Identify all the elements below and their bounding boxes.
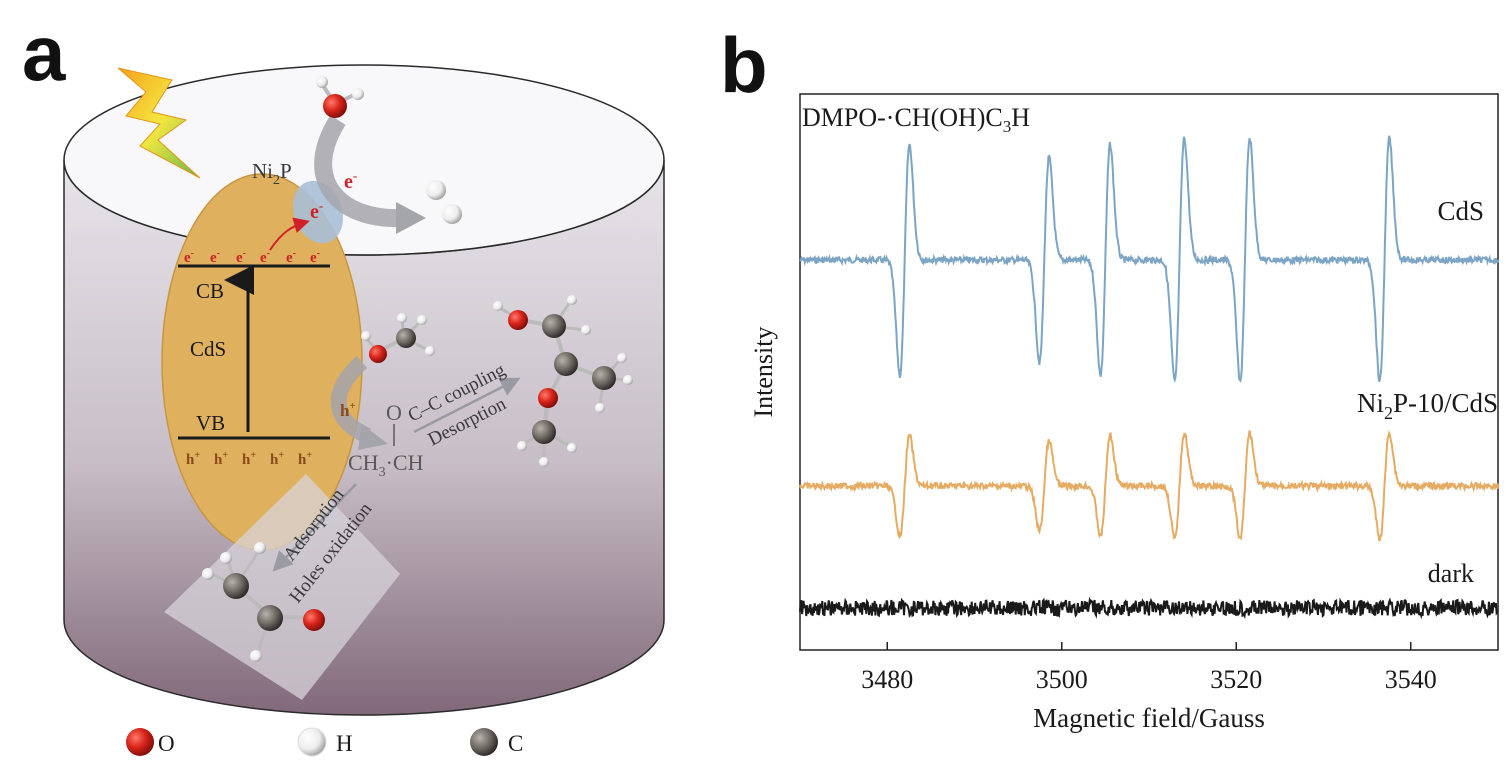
panel-a-letter: a <box>22 9 66 97</box>
x-tick-label: 3520 <box>1210 665 1262 694</box>
vb-holes: h+ h+ h+ h+ h+ <box>186 450 312 468</box>
vb-label: VB <box>196 411 225 435</box>
svg-text:e-: e- <box>210 248 220 266</box>
cb-electrons: e- e- e- e- e- e- <box>184 248 320 266</box>
water-molecule <box>316 76 364 118</box>
series-label-ni2p-cds: Ni2P-10/CdS <box>1357 388 1498 423</box>
electron-transfer-label: e- <box>344 168 357 193</box>
x-tick-label: 3480 <box>861 665 913 694</box>
svg-text:e-: e- <box>236 248 246 266</box>
series-label-dark: dark <box>1428 559 1474 588</box>
cb-to-ni2p-arrow <box>269 217 310 251</box>
svg-text:e-: e- <box>184 248 194 266</box>
svg-text:CH3·CH: CH3·CH <box>348 450 424 480</box>
x-tick-label: 3540 <box>1385 665 1437 694</box>
series-line-cds <box>799 135 1499 384</box>
plot-frame <box>799 93 1499 651</box>
svg-text:e-: e- <box>260 248 270 266</box>
cds-label: CdS <box>190 337 226 361</box>
legend-swatch-hydrogen <box>297 727 327 757</box>
panel-a: a Ni2P e- e- e- e- e- e- e- e- CB CdS <box>0 0 700 772</box>
x-axis-label: Magnetic field/Gauss <box>1033 703 1265 733</box>
panel-b: b DMPO-·CH(OH)C3H CdS Ni2P-10/CdS dark I… <box>700 0 1512 772</box>
hole-label: h+ <box>340 400 356 420</box>
h2-evolution-arrow <box>314 115 401 228</box>
svg-text:h+: h+ <box>242 450 256 468</box>
legend-swatch-carbon <box>470 728 498 756</box>
series-layer <box>799 135 1499 620</box>
atom-legend: O H C <box>126 727 523 757</box>
adsorption-surface <box>164 474 400 700</box>
svg-text:h+: h+ <box>298 450 312 468</box>
panel-a-svg: a Ni2P e- e- e- e- e- e- e- e- CB CdS <box>22 9 665 757</box>
spin-adduct-annotation: DMPO-·CH(OH)C3H <box>802 103 1030 136</box>
product-molecule <box>493 295 633 467</box>
cb-label: CB <box>196 279 224 303</box>
ni2p-label: Ni2P <box>252 159 292 188</box>
series-line-dark <box>799 596 1499 620</box>
ni2p-electron-label: e- <box>310 198 323 223</box>
radical-intermediate: O CH3·CH <box>348 400 424 480</box>
svg-text:e-: e- <box>310 248 320 266</box>
ethanol-molecule <box>361 313 435 363</box>
epr-chart: b DMPO-·CH(OH)C3H CdS Ni2P-10/CdS dark I… <box>720 21 1499 733</box>
x-tick-label: 3500 <box>1036 665 1088 694</box>
x-axis-ticks: 3480 3500 3520 3540 <box>861 642 1437 694</box>
series-label-cds: CdS <box>1437 196 1484 226</box>
adsorption-arrow <box>272 483 357 572</box>
hole-oxidation-arrow <box>330 355 372 444</box>
hole-oxidation-arrowhead <box>358 424 388 450</box>
plot-area <box>799 93 1499 651</box>
coupling-arrow <box>413 377 521 434</box>
acetaldehyde-molecule <box>202 542 325 662</box>
svg-text:h+: h+ <box>186 450 200 468</box>
svg-text:O: O <box>386 400 402 425</box>
hydrogen-molecule <box>426 180 462 224</box>
svg-text:h+: h+ <box>270 450 284 468</box>
light-bolt-icon <box>117 67 201 179</box>
svg-text:e-: e- <box>286 248 296 266</box>
legend-label-hydrogen: H <box>336 731 353 756</box>
legend-label-carbon: C <box>508 731 523 756</box>
y-axis-label: Intensity <box>749 327 778 418</box>
h2-evolution-arrowhead <box>396 202 426 234</box>
legend-label-oxygen: O <box>158 731 175 756</box>
legend-swatch-oxygen <box>126 728 154 756</box>
series-line-ni2p-10-cds <box>799 429 1499 542</box>
panel-b-letter: b <box>720 21 768 109</box>
svg-text:h+: h+ <box>214 450 228 468</box>
